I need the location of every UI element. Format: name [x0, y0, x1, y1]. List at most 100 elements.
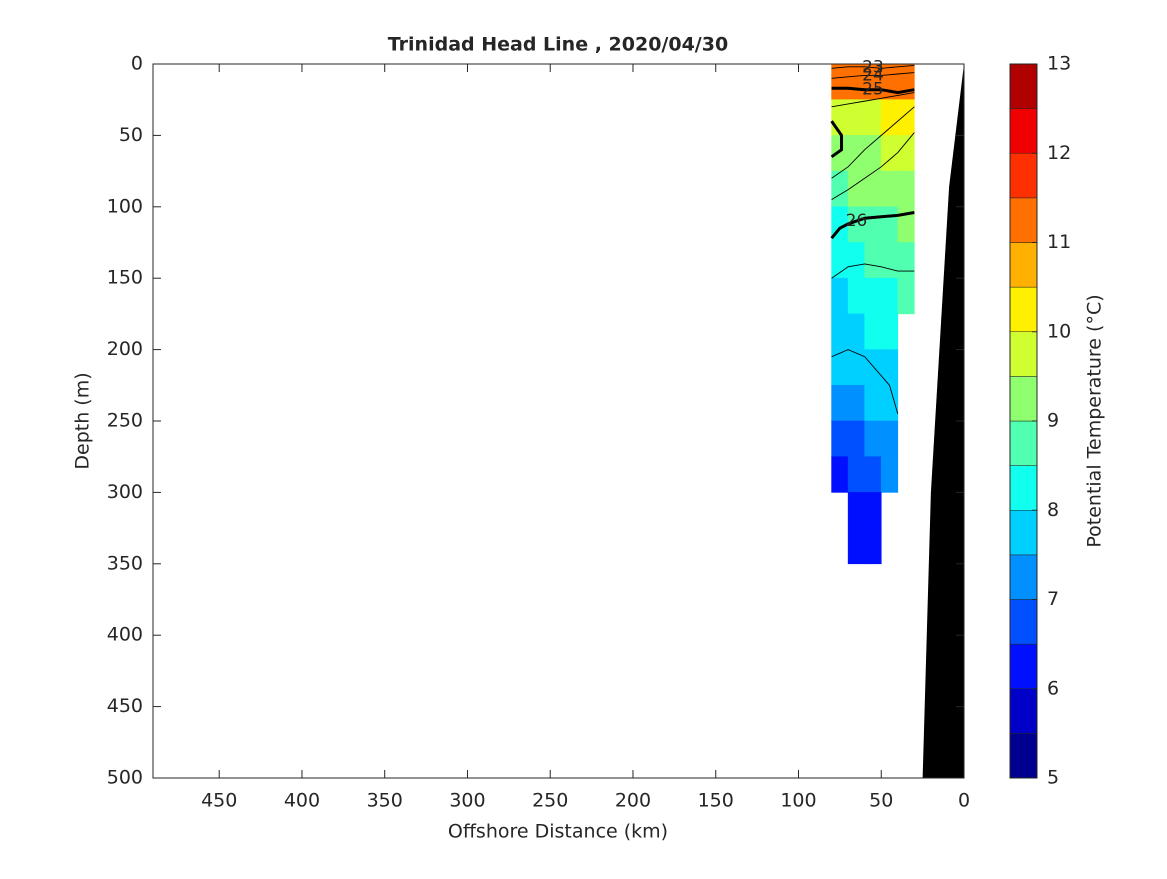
temperature-cell — [864, 313, 882, 350]
colorbar-band — [1009, 510, 1038, 556]
colorbar-band — [1009, 554, 1038, 600]
colorbar-band — [1009, 63, 1038, 109]
y-tick-label: 100 — [107, 195, 143, 217]
temperature-cell — [880, 313, 899, 350]
temperature-cell — [897, 242, 915, 279]
temperature-cell — [864, 492, 882, 529]
x-tick-label: 300 — [449, 790, 485, 812]
temperature-cell — [864, 277, 882, 315]
contour-label: 26 — [846, 211, 868, 231]
temperature-cell — [880, 170, 899, 208]
y-tick-label: 150 — [107, 267, 143, 289]
temperature-cell — [847, 420, 865, 458]
temperature-cell — [880, 349, 899, 386]
colorbar-band — [1009, 420, 1038, 466]
contour-line — [831, 64, 915, 69]
colorbar-tick-label: 8 — [1047, 499, 1059, 521]
y-tick-label: 400 — [107, 624, 143, 646]
colorbar-band — [1009, 153, 1038, 199]
x-tick-label: 150 — [698, 790, 734, 812]
temperature-cell — [864, 456, 882, 493]
temperature-cell — [897, 170, 915, 208]
temperature-cell — [847, 99, 865, 136]
colorbar-band — [1009, 286, 1038, 332]
temperature-cell — [897, 277, 915, 315]
temperature-cell — [831, 384, 849, 422]
colorbar-band — [1009, 599, 1038, 645]
temperature-cell — [847, 349, 865, 386]
contour-line — [831, 72, 915, 79]
colorbar-label: Potential Temperature (°C) — [1084, 294, 1106, 547]
contour-line — [831, 92, 915, 108]
colorbar-band — [1009, 108, 1038, 154]
colorbar-band — [1009, 197, 1038, 243]
contour-line-bold — [830, 211, 915, 240]
colorbar-band — [1009, 733, 1038, 779]
x-tick-label: 0 — [958, 790, 970, 812]
temperature-cell — [864, 527, 882, 565]
temperature-cell — [847, 492, 865, 529]
y-tick-label: 450 — [107, 695, 143, 717]
contour-line-bold — [830, 120, 844, 159]
chart-title: Trinidad Head Line , 2020/04/30 — [388, 34, 728, 56]
colorbar-tick-label: 12 — [1047, 142, 1071, 164]
temperature-cell — [831, 63, 849, 101]
temperature-cell — [847, 242, 865, 279]
colorbar-tick-label: 7 — [1047, 588, 1059, 610]
x-tick-label: 450 — [201, 790, 237, 812]
y-tick-label: 50 — [119, 124, 143, 146]
temperature-cell — [847, 384, 865, 422]
y-tick-label: 0 — [131, 53, 143, 75]
colorbar-band — [1009, 376, 1038, 422]
y-axis-label: Depth (m) — [72, 372, 94, 469]
x-tick-label: 400 — [284, 790, 320, 812]
y-tick-label: 500 — [107, 767, 143, 789]
temperature-cell — [897, 135, 915, 172]
contour-line-bold — [831, 86, 915, 95]
temperature-cell — [831, 456, 849, 493]
colorbar-tick-label: 6 — [1047, 677, 1059, 699]
temperature-cell — [831, 420, 849, 458]
y-tick-label: 250 — [107, 410, 143, 432]
x-tick-label: 200 — [615, 790, 651, 812]
temperature-cell — [847, 277, 865, 315]
contour-label: 25 — [862, 80, 884, 100]
y-tick-label: 200 — [107, 338, 143, 360]
temperature-cell — [880, 277, 899, 315]
temperature-cell — [864, 384, 882, 422]
y-tick-label: 350 — [107, 552, 143, 574]
temperature-cell — [847, 313, 865, 350]
x-tick-label: 100 — [780, 790, 816, 812]
contour-line — [831, 132, 915, 201]
temperature-cell — [847, 456, 865, 493]
colorbar-band — [1009, 242, 1038, 288]
temperature-cell — [864, 420, 882, 458]
temperature-cell — [847, 527, 865, 565]
temperature-cell — [880, 206, 899, 243]
x-tick-label: 250 — [532, 790, 568, 812]
temperature-cell — [864, 135, 882, 172]
temperature-cell — [880, 456, 899, 493]
temperature-cell — [847, 170, 865, 208]
temperature-cell — [847, 135, 865, 172]
x-tick-label: 50 — [869, 790, 893, 812]
x-axis-label: Offshore Distance (km) — [448, 821, 668, 843]
temperature-cell — [831, 313, 849, 350]
colorbar-tick-label: 11 — [1047, 231, 1071, 253]
contour-label: 23 — [862, 58, 884, 78]
colorbar-band — [1009, 643, 1038, 689]
x-tick-label: 350 — [367, 790, 403, 812]
contour-line — [831, 263, 915, 279]
colorbar-tick-label: 13 — [1047, 53, 1071, 75]
colorbar-band — [1009, 331, 1038, 377]
temperature-cell — [880, 242, 899, 279]
contour-label: 24 — [862, 65, 884, 85]
temperature-cell — [880, 420, 899, 458]
colorbar-band — [1009, 688, 1038, 734]
temperature-cell — [831, 349, 849, 386]
temperature-cell — [897, 99, 915, 136]
bathymetry — [922, 64, 964, 778]
colorbar-band — [1009, 465, 1038, 511]
